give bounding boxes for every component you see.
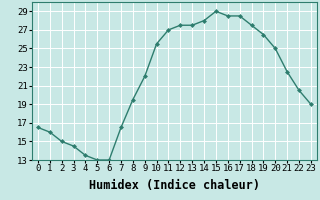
X-axis label: Humidex (Indice chaleur): Humidex (Indice chaleur) — [89, 179, 260, 192]
